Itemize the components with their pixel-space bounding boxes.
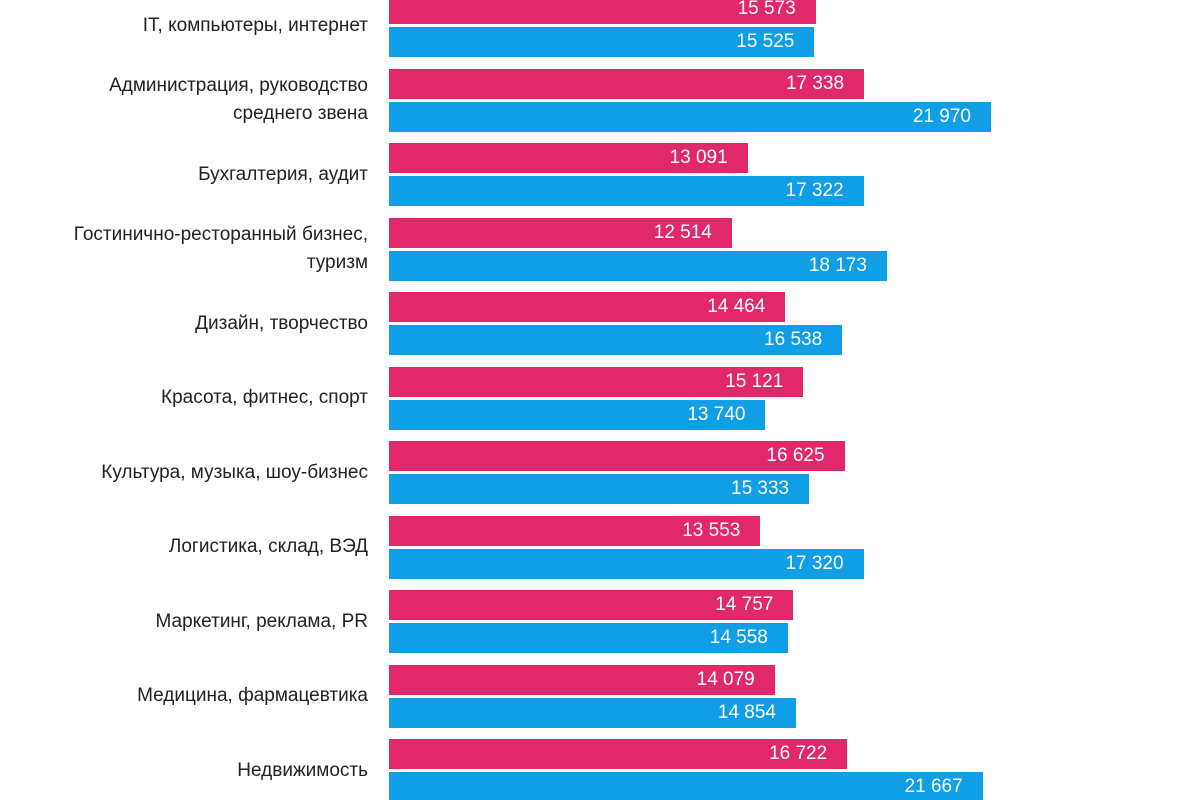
category-label: Красота, фитнес, спорт — [161, 387, 368, 408]
bar — [389, 0, 816, 24]
bar — [389, 217, 732, 248]
bar — [389, 441, 845, 471]
value-label: 14 079 — [696, 668, 755, 690]
value-label: 17 322 — [785, 180, 844, 201]
value-label: 13 553 — [682, 519, 741, 541]
value-label: 21 667 — [904, 776, 963, 797]
category-label: Недвижимость — [237, 759, 368, 781]
bar — [389, 250, 887, 281]
value-label: 15 121 — [725, 370, 784, 392]
bar — [389, 772, 983, 800]
bar — [389, 101, 991, 132]
bar — [389, 399, 766, 430]
value-label: 16 538 — [764, 329, 823, 350]
category-label: IT, компьютеры, интернет — [142, 14, 368, 36]
bar — [389, 739, 848, 769]
value-label: 13 740 — [687, 403, 746, 425]
value-label: 14 464 — [707, 296, 766, 317]
value-label: 21 970 — [912, 105, 971, 127]
value-label: 17 320 — [785, 552, 844, 574]
bar — [389, 664, 775, 695]
bar — [389, 548, 864, 579]
value-label: 15 525 — [736, 31, 795, 52]
bar — [389, 590, 794, 620]
value-label: 12 514 — [653, 221, 712, 243]
bar — [389, 325, 843, 355]
bar — [389, 143, 748, 173]
value-label: 18 173 — [808, 254, 867, 276]
category-label: Маркетинг, реклама, PR — [155, 610, 368, 632]
category-label: Логистика, склад, ВЭД — [168, 536, 368, 557]
category-label: Дизайн, творчество — [195, 312, 368, 334]
category-label: Администрация, руководство среднего звен… — [109, 75, 368, 124]
bar — [389, 474, 810, 504]
category-label: Гостинично-ресторанный бизнес, туризм — [73, 224, 368, 273]
bar — [389, 623, 788, 653]
bar — [389, 27, 815, 57]
category-label: Культура, музыка, шоу-бизнес — [101, 461, 368, 483]
bar — [389, 697, 796, 728]
value-label: 17 338 — [785, 72, 845, 94]
value-label: 13 091 — [669, 147, 728, 168]
value-label: 14 757 — [715, 594, 774, 615]
bar — [389, 176, 864, 206]
bar — [389, 292, 786, 322]
bar — [389, 68, 865, 99]
value-label: 15 333 — [731, 478, 790, 499]
value-label: 16 625 — [766, 445, 825, 466]
category-label: Медицина, фармацевтика — [137, 685, 368, 706]
value-label: 15 573 — [737, 0, 796, 19]
value-label: 16 722 — [769, 743, 828, 764]
bar — [389, 515, 761, 546]
value-label: 14 854 — [717, 701, 776, 723]
bar — [389, 366, 804, 397]
value-label: 14 558 — [709, 627, 768, 648]
category-label: Бухгалтерия, аудит — [198, 163, 368, 185]
